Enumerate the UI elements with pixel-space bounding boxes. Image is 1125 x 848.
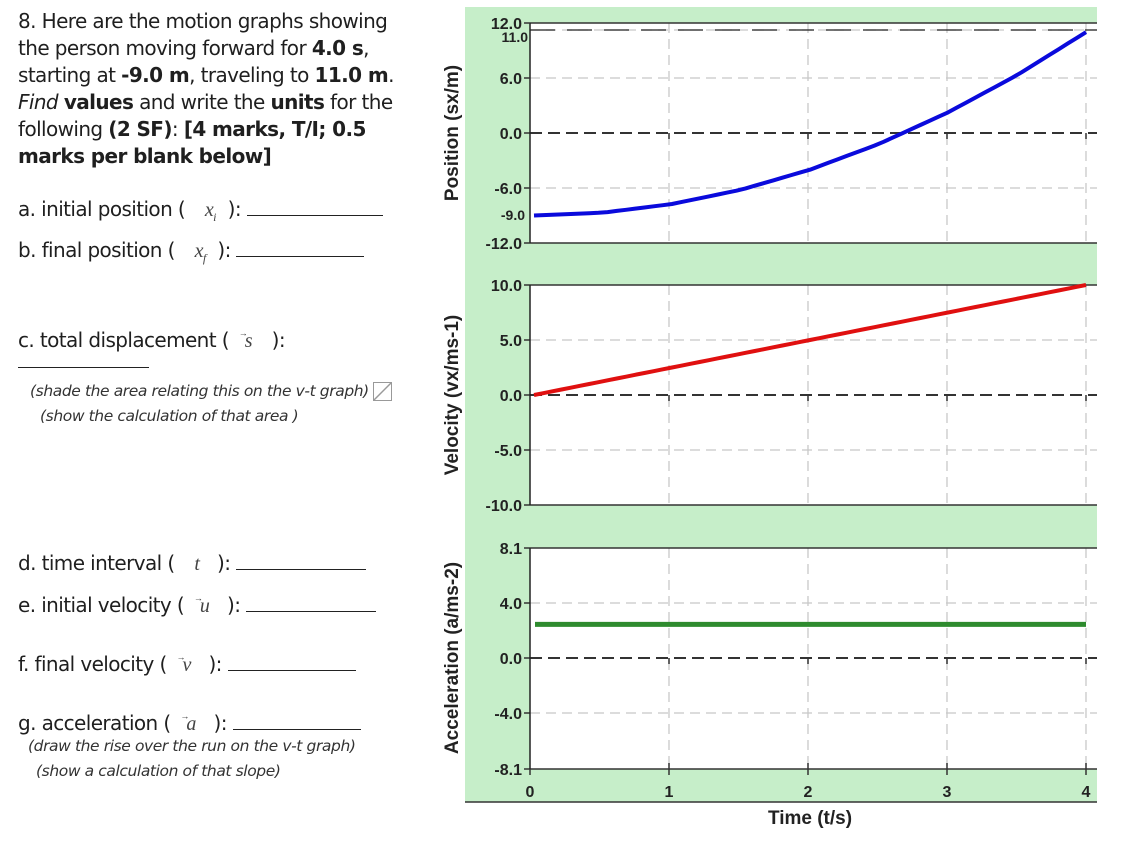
- units-word: units: [270, 90, 325, 114]
- question-line-2: the person moving forward for 4.0 s,: [18, 35, 369, 61]
- answer-blank-g[interactable]: [232, 711, 361, 730]
- punct: ,: [363, 36, 369, 60]
- x-tick-label: 0: [526, 784, 535, 801]
- item-f: f. final velocity ( v ):: [18, 651, 356, 678]
- y-tick-label: -8.1: [494, 762, 522, 779]
- position-curve: [533, 30, 1088, 218]
- question-text: , traveling to: [189, 63, 315, 87]
- question-text: following: [18, 117, 109, 141]
- item-close: ):: [211, 238, 231, 262]
- values-word: values: [63, 90, 134, 114]
- y-tick-label: 12.0: [491, 16, 522, 33]
- y-tick-label: -10.0: [486, 498, 523, 515]
- y-tick-label: 0.0: [500, 388, 522, 405]
- answer-blank-c[interactable]: [18, 349, 149, 368]
- question-text: 8. Here are the motion graphs showing: [18, 9, 388, 33]
- symbol-time: t: [194, 553, 200, 575]
- question-text: and write the: [133, 90, 271, 114]
- question-line-6: marks per blank below]: [18, 143, 272, 169]
- y-tick-label: 0.0: [500, 126, 522, 143]
- answer-blank-d[interactable]: [236, 551, 367, 570]
- answer-blank-b[interactable]: [236, 238, 365, 257]
- velocity-axis-label: Velocity (vx/ms-1): [442, 315, 463, 476]
- question-line-5: following (2 SF): [4 marks, T/I; 0.5: [18, 116, 366, 142]
- area-calc-instruction: (show the calculation of that area ): [40, 407, 299, 425]
- item-label: a. initial position (: [18, 197, 191, 221]
- y-tick-label: 10.0: [491, 278, 522, 295]
- y-tick-label: 4.0: [500, 596, 522, 613]
- shade-instruction: (shade the area relating this on the v-t…: [30, 382, 392, 401]
- slope-instruction: (draw the rise over the run on the v-t g…: [28, 737, 356, 755]
- x-tick-label: 1: [665, 784, 674, 801]
- marks-info: [4 marks, T/I; 0.5: [183, 117, 367, 141]
- item-close: ):: [207, 711, 228, 735]
- symbol-x-initial: xi: [204, 199, 217, 224]
- start-position-value: -9.0 m: [121, 63, 190, 87]
- item-a: a. initial position ( xi ):: [18, 196, 383, 230]
- item-d: d. time interval ( t ):: [18, 550, 367, 577]
- item-label: e. initial velocity (: [18, 593, 190, 617]
- item-c: c. total displacement ( s ):: [18, 327, 286, 354]
- time-axis: 0 1 2 3 4 Time (t/s): [526, 784, 1091, 829]
- y-tick-label: 0.0: [500, 651, 522, 668]
- position-axis-label: Position (sx/m): [442, 65, 463, 201]
- symbol-acceleration-vector: a: [186, 713, 196, 735]
- hatched-area-icon: [372, 382, 392, 401]
- item-label: b. final position (: [18, 238, 181, 262]
- y-tick-label: 8.1: [500, 541, 522, 558]
- time-axis-label: Time (t/s): [768, 808, 852, 829]
- final-position-label: 11.0: [502, 29, 529, 45]
- item-label: f. final velocity (: [18, 652, 173, 676]
- y-tick-label: 6.0: [500, 71, 522, 88]
- symbol-initial-velocity-vector: u: [200, 595, 210, 617]
- sig-figs: (2 SF): [108, 117, 172, 141]
- item-close: ):: [221, 593, 241, 617]
- x-tick-label: 2: [804, 784, 813, 801]
- y-tick-label: -12.0: [486, 236, 523, 253]
- question-line-4: Find values and write the units for the: [18, 89, 393, 115]
- item-b: b. final position ( xf ):: [18, 237, 365, 271]
- item-e: e. initial velocity ( u ):: [18, 592, 377, 619]
- punct: :: [171, 117, 184, 141]
- slope-calc-instruction: (show a calculation of that slope): [36, 762, 281, 780]
- y-tick-label: -4.0: [494, 706, 522, 723]
- question-line-1: 8. Here are the motion graphs showing: [18, 8, 388, 34]
- item-label: c. total displacement (: [18, 328, 235, 352]
- question-line-3: starting at -9.0 m, traveling to 11.0 m.: [18, 62, 394, 88]
- duration-value: 4.0 s: [311, 36, 364, 60]
- symbol-final-velocity-vector: v: [182, 654, 191, 676]
- y-tick-label: -6.0: [494, 181, 522, 198]
- symbol-displacement-vector: s: [245, 330, 253, 352]
- y-tick-label: -5.0: [494, 443, 522, 460]
- answer-blank-e[interactable]: [246, 593, 377, 612]
- item-close: ):: [221, 197, 242, 221]
- item-close: ):: [202, 652, 222, 676]
- item-label: d. time interval (: [18, 551, 181, 575]
- question-text: starting at: [18, 63, 122, 87]
- position-time-graph[interactable]: 12.0 11.0 6.0 0.0 -6.0 -9.0 -12.0 Positi…: [442, 16, 1097, 253]
- item-g: g. acceleration ( a ):: [18, 710, 361, 737]
- answer-blank-a[interactable]: [246, 197, 383, 216]
- item-close: ):: [211, 551, 231, 575]
- symbol-x-final: xf: [194, 240, 207, 265]
- x-tick-label: 4: [1082, 784, 1091, 801]
- velocity-time-graph[interactable]: 10.0 5.0 0.0 -5.0 -10.0 Velocity (vx/ms-…: [442, 278, 1097, 515]
- acceleration-time-graph[interactable]: 8.1 4.0 0.0 -4.0 -8.1 Acceleration (a/ms…: [442, 541, 1097, 779]
- acceleration-axis-label: Acceleration (a/ms-2): [442, 562, 463, 754]
- end-position-value: 11.0 m: [314, 63, 389, 87]
- item-label: g. acceleration (: [18, 711, 177, 735]
- question-text: for the: [324, 90, 393, 114]
- initial-position-label: -9.0: [501, 207, 525, 223]
- find-word: Find: [18, 90, 59, 114]
- y-tick-label: 5.0: [500, 333, 522, 350]
- item-close: ):: [265, 328, 286, 352]
- answer-blank-f[interactable]: [227, 652, 356, 671]
- punct: .: [388, 63, 394, 87]
- velocity-line: [533, 283, 1087, 397]
- x-tick-label: 3: [943, 784, 952, 801]
- question-text: the person moving forward for: [18, 36, 312, 60]
- marks-info: marks per blank below]: [18, 144, 272, 168]
